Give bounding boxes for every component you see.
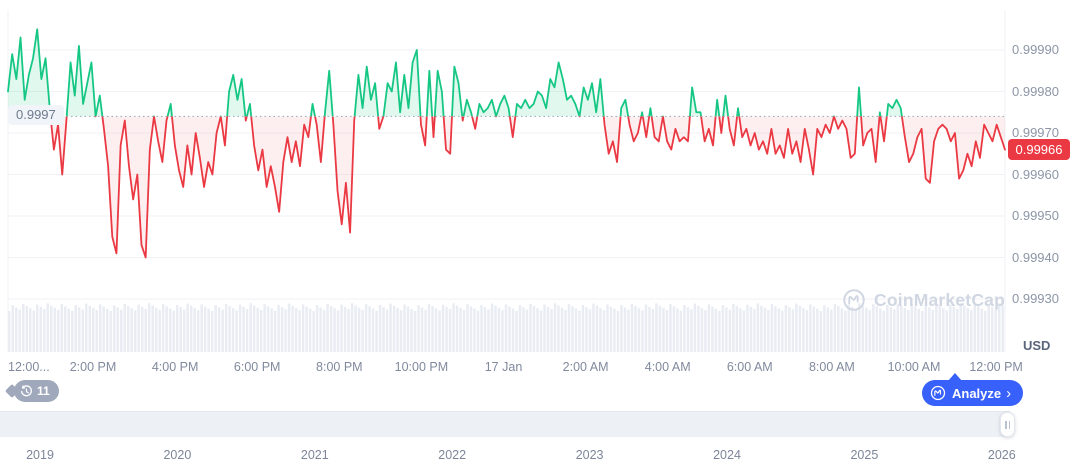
x-axis-tick: 2:00 AM xyxy=(562,360,609,374)
x-axis-tick: 8:00 PM xyxy=(316,360,363,374)
y-axis-tick: 0.99960 xyxy=(1012,166,1059,182)
year-label: 2021 xyxy=(300,448,329,462)
coinmarketcap-watermark: CoinMarketCap xyxy=(842,288,1005,312)
volume-bars xyxy=(8,303,1005,352)
history-clock-icon xyxy=(20,384,32,396)
history-count: 11 xyxy=(37,384,50,398)
analyze-button[interactable]: Analyze › xyxy=(922,380,1024,406)
price-line-down xyxy=(49,116,1006,259)
history-badge[interactable]: 11 xyxy=(14,380,59,402)
x-axis-tick: 12:00... xyxy=(8,360,50,374)
coinmarketcap-logo-icon xyxy=(930,385,946,401)
y-axis-tick: 0.99980 xyxy=(1012,83,1059,99)
x-axis-tick: 4:00 PM xyxy=(151,360,199,374)
year-label: 2019 xyxy=(26,448,54,462)
year-label: 2022 xyxy=(438,448,467,462)
x-axis-tick: 8:00 AM xyxy=(808,360,855,374)
baseline-price-label: 0.9997 xyxy=(8,104,64,125)
y-axis-tick: 0.99940 xyxy=(1012,249,1059,265)
y-axis-tick: 0.99990 xyxy=(1012,42,1059,57)
year-label: 2024 xyxy=(713,448,741,462)
x-axis-tick: 2:00 PM xyxy=(69,360,117,374)
currency-label: USD xyxy=(1023,338,1051,353)
coinmarketcap-logo-icon xyxy=(843,289,865,311)
y-axis-tick: 0.99950 xyxy=(1012,208,1059,223)
analyze-button-caret xyxy=(948,373,962,381)
x-axis-tick: 10:00 AM xyxy=(887,360,941,374)
year-label: 2026 xyxy=(987,448,1016,462)
chevron-right-icon: › xyxy=(1006,384,1012,402)
x-axis-tick: 6:00 PM xyxy=(233,360,281,374)
x-axis-tick: 10:00 PM xyxy=(394,360,449,374)
year-label: 2023 xyxy=(575,448,604,462)
x-axis-tick: 12:00 PM xyxy=(969,360,1023,374)
price-line-up xyxy=(7,28,1005,117)
navigator-right-handle[interactable] xyxy=(1000,412,1015,437)
year-label: 2020 xyxy=(163,448,192,462)
watermark-text: CoinMarketCap xyxy=(874,289,1005,310)
year-label: 2025 xyxy=(850,448,879,462)
x-axis-tick: 6:00 AM xyxy=(726,360,773,374)
analyze-label: Analyze xyxy=(952,385,1002,401)
y-axis-tick: 0.99970 xyxy=(1012,125,1059,140)
y-axis-tick: 0.99930 xyxy=(1012,291,1059,306)
x-axis-tick: 17 Jan xyxy=(484,360,523,374)
x-axis-tick: 4:00 AM xyxy=(644,360,691,374)
price-chart[interactable] xyxy=(0,0,1072,352)
timeline-navigator[interactable] xyxy=(0,411,1010,437)
current-price-badge: 0.99966 xyxy=(1008,139,1070,161)
